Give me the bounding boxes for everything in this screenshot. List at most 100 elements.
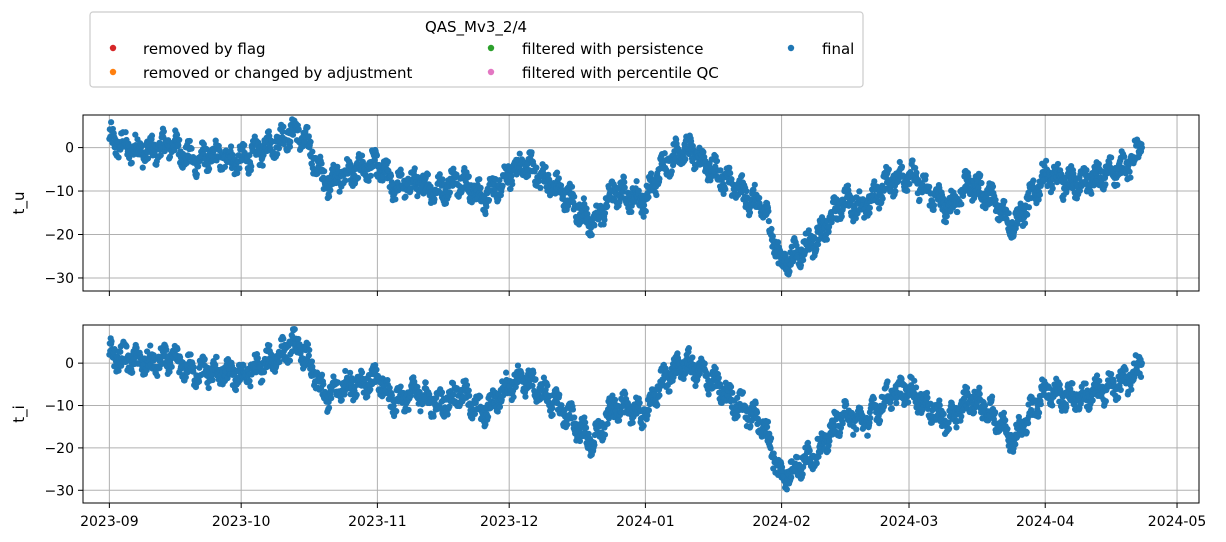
data-point [1138, 141, 1145, 148]
data-point [601, 216, 608, 223]
ytick-label: −20 [44, 441, 74, 457]
data-point [739, 389, 747, 396]
data-point [318, 371, 326, 378]
data-point [160, 128, 167, 135]
data-point [166, 368, 173, 375]
data-point [209, 376, 216, 384]
data-point [604, 420, 611, 427]
data-point [727, 383, 735, 390]
data-point [553, 169, 561, 176]
data-point [318, 160, 325, 167]
data-point [280, 335, 287, 342]
data-point [465, 173, 472, 180]
data-point [976, 390, 983, 398]
data-point [628, 208, 635, 215]
xtick-label: 2023-12 [480, 514, 539, 530]
data-point [884, 378, 891, 385]
legend-label-final: final [822, 40, 854, 58]
data-point [309, 148, 316, 155]
data-point [260, 151, 267, 159]
data-point [389, 181, 396, 188]
ytick-label: −20 [44, 228, 74, 244]
data-point [604, 203, 611, 210]
data-point [588, 231, 595, 239]
data-point [838, 213, 845, 220]
data-point [235, 152, 242, 159]
data-point [259, 162, 266, 169]
data-point [715, 374, 722, 381]
data-point [744, 195, 751, 202]
data-point [568, 183, 576, 190]
data-point [788, 474, 795, 481]
data-point [692, 164, 699, 171]
data-point [132, 131, 139, 138]
data-point [427, 183, 434, 190]
data-point [1009, 219, 1016, 226]
data-point [727, 170, 734, 177]
data-point [325, 404, 333, 411]
ylabel-t-i: t_i [10, 405, 29, 423]
data-point [729, 389, 736, 396]
ytick-label: −10 [44, 184, 74, 200]
data-point [813, 460, 820, 467]
data-point [826, 437, 833, 445]
data-point [439, 176, 446, 183]
data-point [629, 419, 636, 426]
data-point [1024, 211, 1031, 218]
data-point [533, 164, 540, 171]
data-point [466, 392, 473, 399]
data-point [701, 360, 708, 367]
data-point [371, 157, 378, 164]
points-t-u [106, 116, 1145, 278]
data-point [753, 409, 761, 416]
data-point [756, 194, 763, 202]
legend-marker-final [787, 44, 795, 52]
data-point [633, 178, 640, 185]
data-point [712, 365, 719, 372]
data-point [786, 268, 793, 275]
axes-frame-t-u [82, 114, 1200, 292]
data-point [1024, 420, 1032, 427]
data-point [148, 132, 156, 139]
data-point [463, 381, 471, 389]
data-point [327, 187, 334, 194]
data-point [635, 187, 642, 194]
data-point [514, 362, 522, 369]
legend-label-percentile: filtered with percentile QC [522, 64, 719, 82]
data-point [1121, 153, 1128, 160]
data-point [876, 205, 883, 212]
data-point [524, 172, 532, 179]
data-point [825, 223, 833, 231]
data-point [806, 447, 813, 454]
data-point [529, 382, 536, 389]
data-point [958, 413, 965, 420]
data-point [767, 445, 774, 452]
data-point [1137, 148, 1145, 155]
data-point [892, 188, 899, 195]
data-point [175, 142, 182, 149]
data-point [556, 391, 563, 398]
data-point [453, 171, 460, 178]
data-point [485, 196, 493, 204]
data-point [767, 435, 775, 442]
data-point [825, 228, 832, 236]
legend-frame [89, 11, 864, 88]
data-point [1083, 166, 1090, 174]
data-point [133, 344, 140, 351]
data-point [839, 420, 846, 427]
data-point [1025, 189, 1032, 196]
data-point [147, 342, 154, 349]
xtick-label: 2024-01 [616, 514, 675, 530]
data-point [800, 257, 807, 264]
legend-marker-removed-or-changed [109, 68, 117, 76]
data-point [1063, 404, 1070, 411]
legend-marker-removed-by-flag [109, 44, 117, 52]
data-point [336, 188, 343, 195]
data-point [484, 413, 492, 420]
data-point [373, 366, 380, 373]
data-point [295, 126, 302, 133]
data-point [1108, 370, 1115, 378]
data-point [621, 184, 628, 191]
data-point [1108, 154, 1115, 161]
